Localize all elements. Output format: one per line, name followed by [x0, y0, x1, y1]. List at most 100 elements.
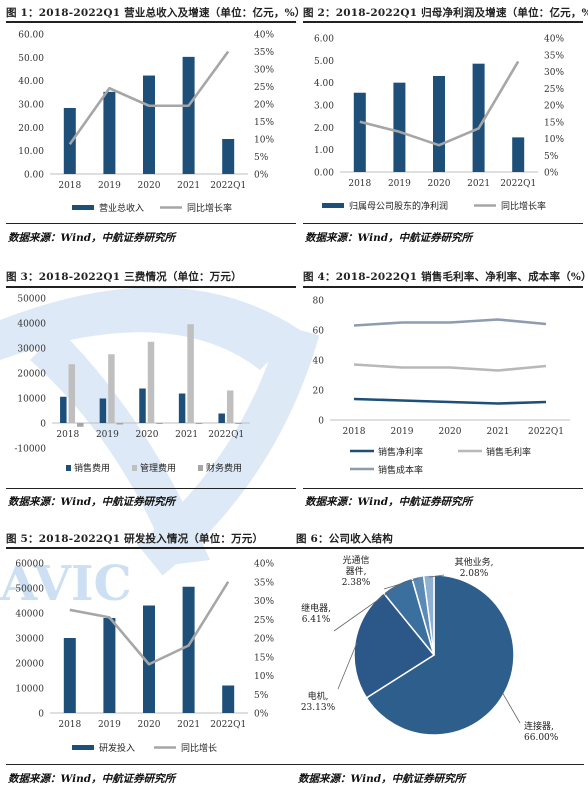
- legend-label: 管理费用: [140, 462, 176, 474]
- y-tick-label: 3.00: [314, 102, 334, 112]
- y-tick-label: 20: [313, 387, 325, 397]
- figure-4-source: 数据来源：Wind，中航证券研究所: [305, 496, 473, 508]
- legend-label: 归属母公司股东的净利润: [349, 200, 448, 212]
- figure-6-source: 数据来源：Wind，中航证券研究所: [298, 773, 466, 785]
- y-tick-label: 40.00: [18, 77, 44, 87]
- y2-tick-label: 30%: [254, 597, 274, 607]
- x-tick-label: 2019: [98, 720, 121, 730]
- bar: [226, 390, 234, 423]
- y-tick-label: 1.00: [314, 146, 334, 156]
- figure-2-title: 图 2：2018-2022Q1 归母净利润及增速（单位：亿元，%）: [303, 7, 588, 19]
- pie-label: 2.38%: [342, 578, 371, 588]
- bar: [147, 341, 155, 423]
- series-line: [353, 397, 547, 405]
- pie-leader-line: [337, 642, 358, 690]
- series-line: [359, 60, 520, 147]
- pie-label: 其他业务,: [455, 556, 494, 568]
- pie-leader-line: [502, 692, 521, 724]
- figure-6-title: 图 6：公司收入结构: [296, 533, 393, 545]
- x-tick-label: 2020: [439, 427, 462, 437]
- x-tick-label: 2019: [98, 181, 121, 191]
- bar: [156, 423, 163, 424]
- figure-5-rule: [6, 547, 296, 549]
- y-tick-label: 50.00: [18, 54, 44, 64]
- y-tick-label: 40000: [15, 610, 44, 620]
- y2-tick-label: 35%: [254, 578, 274, 588]
- y2-tick-label: 5%: [254, 153, 269, 163]
- legend-swatch-bar: [72, 205, 94, 210]
- y-tick-label: 0: [40, 420, 46, 430]
- bar: [60, 396, 67, 423]
- x-tick-label: 2020: [138, 720, 161, 730]
- y2-tick-label: 15%: [254, 118, 274, 128]
- pie-label: 继电器,: [301, 602, 331, 614]
- figure-4-rule: [303, 286, 583, 288]
- figure-5-bottom-rule: [6, 764, 296, 765]
- x-tick-label: 2018: [348, 179, 371, 189]
- y-tick-label: 50000: [17, 295, 46, 305]
- bar: [178, 393, 186, 423]
- legend-label: 营业总收入: [99, 202, 144, 214]
- y2-tick-label: 5%: [254, 691, 269, 701]
- legend-swatch: [66, 465, 71, 471]
- figure-5-title: 图 5：2018-2022Q1 研发投入情况（单位：万元）: [6, 533, 264, 545]
- bar: [103, 91, 116, 174]
- legend-label: 财务费用: [206, 462, 242, 474]
- figure-3-bottom-rule: [6, 488, 296, 489]
- bar: [182, 586, 195, 713]
- figure-6-bottom-rule: [296, 764, 584, 765]
- pie-label: 连接器,: [524, 720, 554, 732]
- bar: [99, 398, 107, 423]
- legend-label: 研发投入: [99, 742, 135, 754]
- legend-label: 销售费用: [74, 462, 110, 474]
- figure-3-rule: [6, 286, 296, 288]
- figure-4-title: 图 4：2018-2022Q1 销售毛利率、净利率、成本率（%）: [303, 271, 588, 283]
- series-line: [68, 50, 230, 146]
- x-tick-label: 2021: [177, 720, 200, 730]
- legend-swatch: [132, 465, 137, 471]
- pie-leader-line: [383, 578, 419, 590]
- x-tick-label: 2018: [58, 181, 81, 191]
- y2-tick-label: 5%: [544, 152, 559, 162]
- bar: [63, 638, 76, 713]
- legend-swatch: [198, 465, 203, 471]
- legend-label: 同比增长率: [501, 200, 546, 212]
- y-tick-label: 60000: [15, 560, 44, 570]
- figure-3-source: 数据来源：Wind，中航证券研究所: [8, 496, 176, 508]
- pie-label: 66.00%: [524, 733, 559, 743]
- y-tick-label: 60: [313, 327, 325, 337]
- bar: [353, 92, 366, 172]
- y-tick-label: 20000: [17, 370, 46, 380]
- x-tick-label: 2021: [175, 430, 198, 440]
- bar: [143, 75, 155, 174]
- y2-tick-label: 20%: [254, 101, 274, 111]
- bar: [116, 423, 124, 425]
- bar: [139, 388, 146, 423]
- y-tick-label: 20000: [15, 660, 44, 670]
- y2-tick-label: 10%: [254, 672, 274, 682]
- figure-1-chart: 0.00 10.00 20.00 30.00 40.00 50.00 60.00 0% 5% 10…: [18, 31, 274, 215]
- bar: [182, 56, 195, 174]
- y2-tick-label: 10%: [254, 136, 274, 146]
- legend-label: 销售成本率: [378, 464, 423, 476]
- x-tick-label: 2018: [343, 427, 366, 437]
- y-tick-label: 30000: [15, 635, 44, 645]
- legend-swatch-bar: [322, 203, 344, 208]
- y-tick-label: 10.00: [18, 147, 44, 157]
- bar: [472, 63, 485, 172]
- series-line: [69, 581, 230, 666]
- y-tick-label: -10000: [14, 445, 46, 455]
- x-tick-label: 2018: [58, 720, 81, 730]
- bar: [108, 354, 115, 423]
- series-line: [353, 363, 547, 372]
- bar: [512, 137, 525, 172]
- y2-tick-label: 25%: [544, 85, 564, 95]
- figure-3-title: 图 3：2018-2022Q1 三费情况（单位：万元）: [6, 271, 242, 283]
- x-tick-label: 2019: [388, 179, 411, 189]
- pie-label: 电机,: [308, 690, 329, 702]
- y-tick-label: 30.00: [18, 101, 44, 111]
- figure-5-chart: 0 10000 20000 30000 40000 50000 60000 0% 5% 10% 15…: [15, 560, 274, 755]
- legend-label: 同比增长率: [187, 202, 232, 214]
- figure-5-source: 数据来源：Wind，中航证券研究所: [8, 773, 176, 785]
